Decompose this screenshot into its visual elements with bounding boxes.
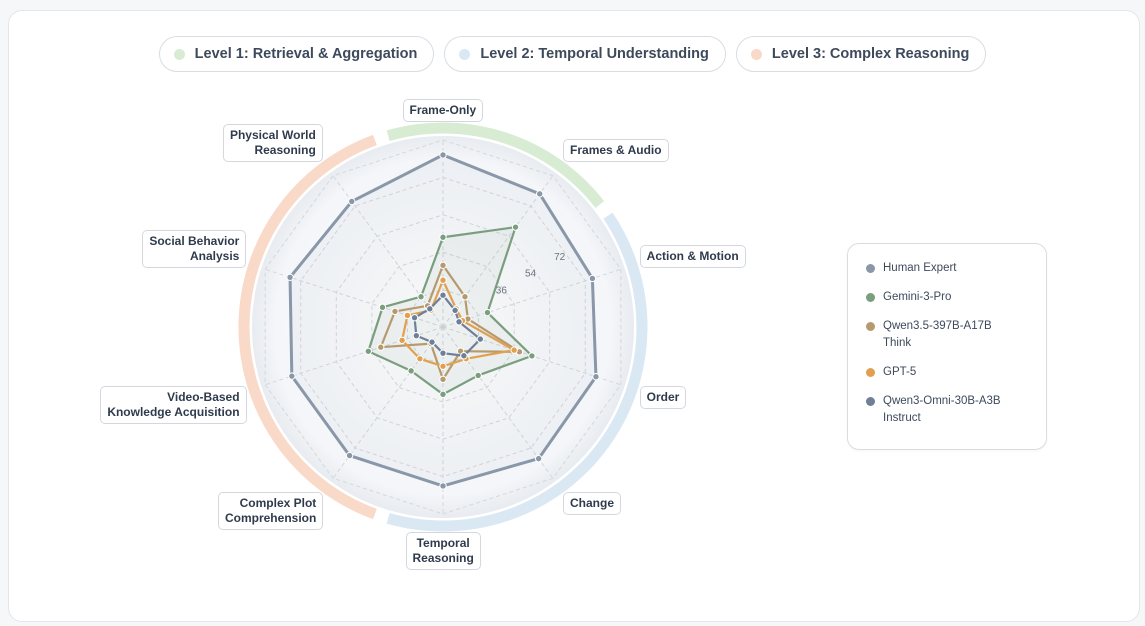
axis-label: Temporal Reasoning	[405, 532, 481, 570]
level-3-dot	[750, 48, 762, 60]
series-point	[439, 375, 447, 384]
legend-item-gemini-3-pro[interactable]: Gemini-3-Pro	[866, 289, 1034, 306]
series-point	[417, 293, 425, 301]
series-point	[439, 261, 447, 269]
legend-item-qwen35-think[interactable]: Qwen3.5-397B-A17B Think	[866, 318, 1034, 352]
series-point	[439, 349, 447, 357]
legend-item-gpt-5[interactable]: GPT-5	[866, 364, 1034, 381]
axis-label: Frame-Only	[402, 99, 484, 122]
legend-swatch	[866, 264, 875, 273]
series-point	[534, 454, 543, 463]
level-3-label: Level 3: Complex Reasoning	[771, 46, 970, 62]
level-1-arc	[386, 122, 605, 208]
legend-item-human-expert[interactable]: Human Expert	[866, 260, 1034, 277]
legend-swatch	[866, 397, 875, 406]
series-point	[451, 306, 459, 315]
series-point	[439, 482, 447, 490]
legend-label: Gemini-3-Pro	[883, 291, 952, 303]
legend-swatch	[866, 322, 875, 331]
axis-label: Action & Motion	[639, 244, 746, 268]
legend-swatch	[866, 368, 875, 377]
series-point	[455, 318, 463, 326]
axis-label: Complex Plot Comprehension	[217, 491, 324, 530]
level-pills: Level 1: Retrieval & Aggregation Level 2…	[0, 36, 1145, 72]
series-point	[588, 274, 597, 283]
series-point	[483, 308, 492, 317]
tick-label: 36	[496, 285, 508, 296]
series-point	[364, 347, 373, 355]
series-0	[286, 151, 600, 490]
series-point	[439, 291, 447, 299]
series-point	[426, 305, 434, 313]
series-point	[410, 314, 419, 322]
level-3-pill[interactable]: Level 3: Complex Reasoning	[735, 36, 987, 72]
series-point	[412, 331, 421, 340]
series-point	[439, 233, 447, 241]
level-2-arc	[386, 212, 648, 532]
series-4	[410, 291, 485, 360]
axis-label: Video-Based Knowledge Acquisition	[100, 386, 247, 425]
grid-ring	[264, 139, 622, 515]
series-point	[460, 352, 468, 360]
series-point	[288, 372, 296, 380]
level-1-dot	[173, 48, 185, 60]
legend: Human Expert Gemini-3-Pro Qwen3.5-397B-A…	[847, 243, 1047, 450]
series-point	[474, 371, 482, 380]
series-point	[510, 346, 518, 354]
legend-label: Human Expert	[883, 262, 957, 274]
series-point	[286, 273, 294, 282]
series-point	[398, 336, 406, 344]
legend-swatch	[866, 293, 875, 302]
axis-label: Social Behavior Analysis	[142, 229, 247, 268]
series-point	[439, 151, 447, 159]
series-point	[407, 367, 415, 375]
series-point	[348, 197, 356, 206]
grid-spoke	[442, 175, 554, 328]
series-point	[528, 352, 536, 360]
tick-label: 54	[525, 269, 537, 280]
series-point	[403, 311, 412, 320]
series-point	[592, 372, 600, 381]
axis-label: Change	[563, 491, 622, 515]
series-point	[428, 338, 436, 346]
axis-label: Physical World Reasoning	[222, 124, 323, 163]
level-1-pill[interactable]: Level 1: Retrieval & Aggregation	[158, 36, 435, 72]
series-point	[439, 390, 447, 399]
tick-label: 72	[554, 252, 566, 263]
level-2-label: Level 2: Temporal Understanding	[480, 46, 709, 62]
series-point	[391, 307, 399, 316]
series-point	[378, 303, 387, 312]
series-point	[345, 451, 354, 460]
axis-label: Frames & Audio	[563, 139, 669, 163]
legend-label: Qwen3.5-397B-A17B Think	[883, 320, 992, 349]
series-point	[511, 223, 520, 231]
legend-label: GPT-5	[883, 366, 917, 378]
level-1-label: Level 1: Retrieval & Aggregation	[194, 46, 418, 62]
level-3-arc	[238, 134, 377, 520]
series-point	[461, 293, 469, 301]
axis-label: Order	[639, 386, 687, 410]
series-point	[416, 355, 424, 363]
level-2-dot	[459, 48, 471, 60]
level-2-pill[interactable]: Level 2: Temporal Understanding	[444, 36, 726, 72]
legend-label: Qwen3-Omni-30B-A3B Instruct	[883, 395, 1001, 424]
series-point	[536, 190, 544, 198]
series-point	[439, 362, 447, 370]
series-point	[439, 276, 447, 284]
series-point	[476, 335, 485, 343]
series-point	[377, 343, 385, 351]
legend-item-qwen3-omni[interactable]: Qwen3-Omni-30B-A3B Instruct	[866, 393, 1034, 427]
grid-ring	[371, 251, 515, 403]
